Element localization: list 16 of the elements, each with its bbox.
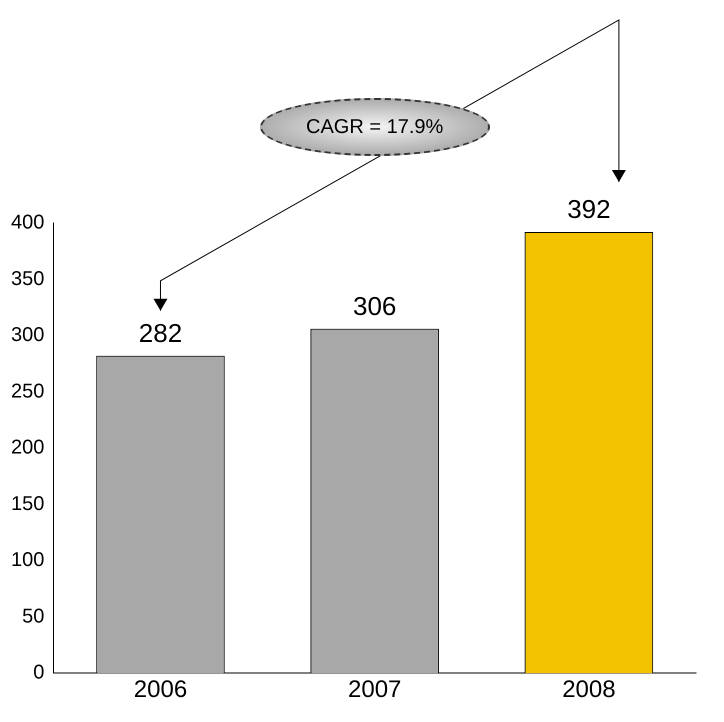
y-tick-label: 100 (10, 549, 44, 572)
y-tick-label: 400 (10, 212, 44, 234)
data-label: 392 (567, 194, 611, 224)
y-tick-label: 0 (33, 662, 44, 684)
x-tick-label: 2007 (348, 676, 402, 704)
y-tick-label: 50 (22, 605, 44, 628)
y-tick-label: 300 (10, 324, 44, 346)
y-tick-label: 200 (10, 436, 44, 459)
data-label: 306 (352, 290, 396, 321)
data-label: 282 (138, 318, 182, 348)
y-tick-label: 250 (10, 380, 44, 402)
text: CAGR = 17.9% (260, 98, 490, 156)
y-tick-label: 350 (10, 268, 44, 290)
y-tick-label: 150 (10, 492, 44, 515)
x-tick-label: 2006 (134, 676, 188, 704)
x-tick-label: 2008 (562, 676, 616, 704)
